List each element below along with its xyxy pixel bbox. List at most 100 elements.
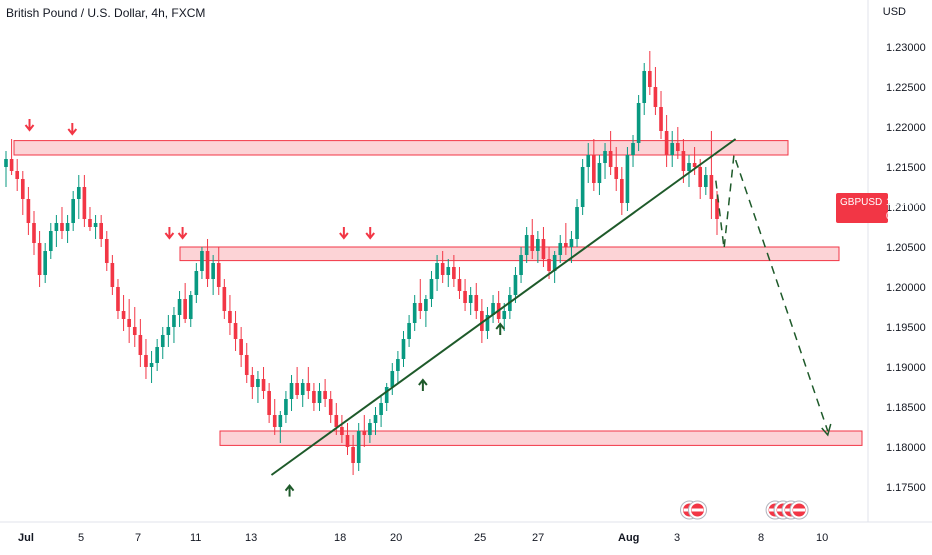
candle[interactable] bbox=[575, 199, 579, 247]
candle[interactable] bbox=[289, 375, 294, 411]
candle[interactable] bbox=[345, 423, 350, 455]
candle[interactable] bbox=[244, 343, 249, 383]
candle[interactable] bbox=[121, 295, 126, 331]
candle[interactable] bbox=[216, 247, 221, 295]
resistance-zone[interactable] bbox=[13, 140, 789, 156]
candle[interactable] bbox=[93, 215, 98, 239]
time-axis[interactable]: Jul 5 7 11 13 18 20 25 27 Aug 3 8 10 bbox=[18, 532, 828, 544]
candle[interactable] bbox=[160, 327, 165, 359]
candle[interactable] bbox=[592, 139, 596, 191]
candle[interactable] bbox=[32, 211, 36, 255]
candle[interactable] bbox=[457, 267, 462, 299]
candle[interactable] bbox=[401, 331, 406, 367]
candle[interactable] bbox=[233, 311, 238, 351]
candle[interactable] bbox=[88, 207, 92, 231]
candle[interactable] bbox=[396, 351, 400, 383]
candle[interactable] bbox=[429, 271, 434, 307]
candle[interactable] bbox=[692, 147, 697, 175]
candle[interactable] bbox=[675, 127, 680, 159]
candle[interactable] bbox=[211, 255, 215, 295]
candle[interactable] bbox=[295, 367, 299, 399]
candle[interactable] bbox=[580, 159, 585, 215]
candle[interactable] bbox=[48, 223, 53, 259]
candle[interactable] bbox=[491, 295, 495, 323]
candle[interactable] bbox=[340, 415, 344, 443]
candle[interactable] bbox=[205, 239, 210, 287]
candle[interactable] bbox=[519, 247, 523, 283]
candle[interactable] bbox=[564, 223, 568, 255]
candle[interactable] bbox=[608, 131, 613, 175]
candle[interactable] bbox=[463, 279, 467, 311]
candle[interactable] bbox=[468, 287, 473, 315]
candle[interactable] bbox=[407, 315, 411, 347]
candle[interactable] bbox=[250, 367, 255, 399]
candle[interactable] bbox=[328, 391, 333, 423]
candle[interactable] bbox=[26, 187, 31, 235]
candle[interactable] bbox=[452, 255, 456, 287]
candle[interactable] bbox=[60, 207, 64, 239]
candle[interactable] bbox=[188, 291, 193, 327]
candle[interactable] bbox=[586, 143, 591, 183]
candle[interactable] bbox=[317, 383, 322, 411]
candle[interactable] bbox=[513, 267, 518, 303]
candle[interactable] bbox=[228, 295, 232, 335]
candle[interactable] bbox=[183, 283, 187, 323]
candle[interactable] bbox=[144, 339, 148, 379]
candle[interactable] bbox=[536, 231, 540, 263]
candle[interactable] bbox=[132, 307, 137, 347]
candle[interactable] bbox=[4, 151, 8, 187]
candle[interactable] bbox=[284, 391, 288, 423]
candle[interactable] bbox=[687, 155, 691, 187]
economic-event-icon[interactable] bbox=[789, 500, 809, 520]
candle[interactable] bbox=[267, 383, 271, 423]
candle[interactable] bbox=[379, 395, 383, 427]
candle[interactable] bbox=[659, 91, 663, 139]
candle[interactable] bbox=[76, 175, 81, 219]
candle[interactable] bbox=[9, 139, 14, 175]
price-axis[interactable]: 1.23000 1.22500 1.22000 1.21500 1.21000 1.205… bbox=[886, 42, 926, 494]
candle[interactable] bbox=[71, 191, 76, 231]
candle[interactable] bbox=[37, 231, 42, 287]
candle[interactable] bbox=[272, 399, 277, 435]
candle[interactable] bbox=[54, 215, 59, 247]
candle[interactable] bbox=[474, 283, 479, 319]
candle[interactable] bbox=[104, 231, 109, 271]
candle[interactable] bbox=[368, 419, 372, 443]
candle[interactable] bbox=[384, 383, 389, 411]
candle[interactable] bbox=[715, 191, 719, 235]
candle[interactable] bbox=[485, 307, 490, 339]
resistance-zone[interactable] bbox=[179, 246, 840, 262]
candle[interactable] bbox=[597, 155, 602, 195]
candle[interactable] bbox=[424, 295, 428, 327]
candle[interactable] bbox=[222, 279, 227, 319]
candle[interactable] bbox=[116, 279, 120, 319]
candle[interactable] bbox=[541, 227, 546, 267]
candle[interactable] bbox=[334, 403, 339, 435]
candle[interactable] bbox=[480, 299, 484, 343]
economic-event-icon[interactable] bbox=[688, 500, 707, 520]
candle[interactable] bbox=[306, 367, 311, 399]
candle[interactable] bbox=[200, 247, 204, 279]
candle[interactable] bbox=[670, 131, 675, 167]
candle[interactable] bbox=[261, 367, 266, 399]
candle[interactable] bbox=[155, 339, 159, 371]
candle[interactable] bbox=[278, 411, 283, 443]
candle[interactable] bbox=[166, 315, 171, 347]
candle[interactable] bbox=[709, 131, 714, 219]
candle[interactable] bbox=[642, 63, 647, 115]
candle[interactable] bbox=[194, 263, 199, 303]
candle[interactable] bbox=[20, 171, 25, 215]
candle[interactable] bbox=[390, 363, 395, 395]
candle[interactable] bbox=[703, 167, 708, 195]
candle[interactable] bbox=[440, 251, 445, 283]
candle[interactable] bbox=[149, 351, 154, 383]
candle[interactable] bbox=[256, 371, 260, 403]
candle[interactable] bbox=[356, 423, 361, 471]
candle[interactable] bbox=[82, 175, 87, 227]
candle[interactable] bbox=[15, 159, 20, 191]
candle[interactable] bbox=[351, 435, 355, 475]
candle[interactable] bbox=[373, 407, 378, 435]
candle[interactable] bbox=[177, 291, 182, 327]
candle[interactable] bbox=[110, 255, 115, 295]
